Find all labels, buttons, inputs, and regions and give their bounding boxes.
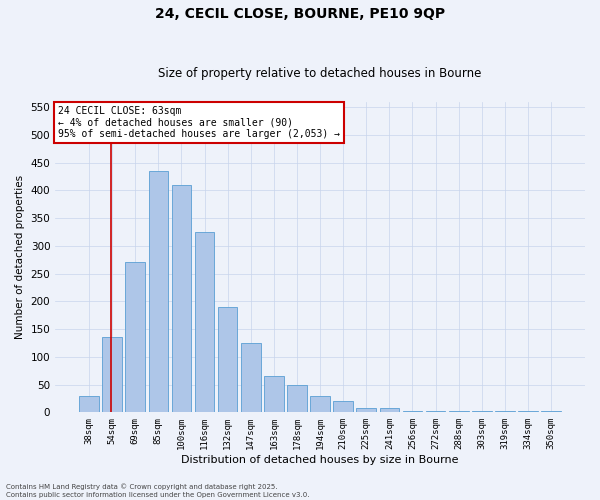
Bar — [310, 396, 330, 412]
Bar — [149, 171, 168, 412]
Bar — [495, 410, 515, 412]
Bar — [287, 384, 307, 412]
Bar — [380, 408, 399, 412]
Bar — [79, 396, 99, 412]
Bar — [518, 410, 538, 412]
Bar — [334, 401, 353, 412]
Title: Size of property relative to detached houses in Bourne: Size of property relative to detached ho… — [158, 66, 482, 80]
Text: 24 CECIL CLOSE: 63sqm
← 4% of detached houses are smaller (90)
95% of semi-detac: 24 CECIL CLOSE: 63sqm ← 4% of detached h… — [58, 106, 340, 140]
Bar — [264, 376, 284, 412]
Bar — [125, 262, 145, 412]
Bar — [356, 408, 376, 412]
Bar — [218, 307, 238, 412]
Bar — [241, 343, 260, 412]
Text: Contains HM Land Registry data © Crown copyright and database right 2025.
Contai: Contains HM Land Registry data © Crown c… — [6, 484, 310, 498]
Bar — [172, 185, 191, 412]
Bar — [403, 410, 422, 412]
X-axis label: Distribution of detached houses by size in Bourne: Distribution of detached houses by size … — [181, 455, 459, 465]
Bar — [449, 410, 469, 412]
Bar — [541, 410, 561, 412]
Y-axis label: Number of detached properties: Number of detached properties — [15, 175, 25, 339]
Bar — [472, 410, 491, 412]
Text: 24, CECIL CLOSE, BOURNE, PE10 9QP: 24, CECIL CLOSE, BOURNE, PE10 9QP — [155, 8, 445, 22]
Bar — [103, 338, 122, 412]
Bar — [426, 410, 445, 412]
Bar — [195, 232, 214, 412]
